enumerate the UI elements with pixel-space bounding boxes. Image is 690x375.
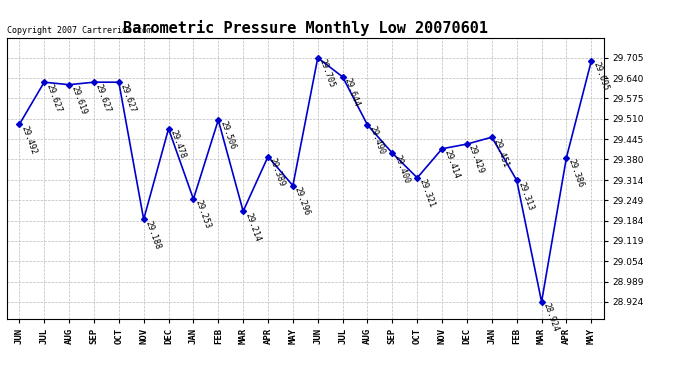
Text: 29.627: 29.627 — [119, 82, 137, 114]
Text: 29.705: 29.705 — [318, 58, 337, 89]
Text: 29.451: 29.451 — [492, 137, 511, 168]
Text: 29.296: 29.296 — [293, 186, 312, 217]
Text: 29.492: 29.492 — [19, 124, 38, 156]
Text: 29.386: 29.386 — [566, 158, 585, 189]
Text: 29.429: 29.429 — [467, 144, 486, 176]
Text: 29.253: 29.253 — [193, 199, 212, 230]
Text: 29.627: 29.627 — [44, 82, 63, 114]
Text: 29.414: 29.414 — [442, 149, 461, 180]
Text: 29.313: 29.313 — [517, 180, 535, 212]
Text: 29.188: 29.188 — [144, 219, 162, 251]
Text: 29.478: 29.478 — [168, 129, 187, 160]
Text: 29.214: 29.214 — [243, 211, 262, 243]
Text: 29.400: 29.400 — [393, 153, 411, 184]
Text: Copyright 2007 Cartrerios.com: Copyright 2007 Cartrerios.com — [7, 26, 152, 35]
Text: 29.490: 29.490 — [368, 125, 386, 156]
Text: 29.627: 29.627 — [94, 82, 112, 114]
Text: 29.619: 29.619 — [69, 85, 88, 116]
Text: 29.506: 29.506 — [218, 120, 237, 151]
Text: 28.924: 28.924 — [542, 302, 560, 333]
Text: 29.321: 29.321 — [417, 178, 436, 209]
Text: 29.389: 29.389 — [268, 157, 287, 188]
Title: Barometric Pressure Monthly Low 20070601: Barometric Pressure Monthly Low 20070601 — [123, 20, 488, 36]
Text: 29.695: 29.695 — [591, 61, 610, 92]
Text: 29.644: 29.644 — [343, 77, 362, 108]
